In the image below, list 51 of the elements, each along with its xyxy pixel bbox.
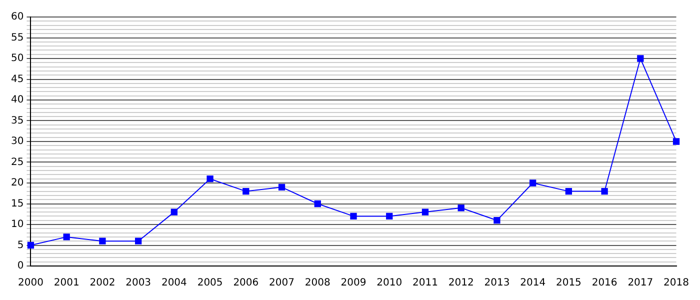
- x-tick-label: 2001: [54, 278, 80, 289]
- y-tick-label: 0: [17, 260, 24, 272]
- y-tick-label: 10: [10, 219, 24, 230]
- x-tick-label: 2016: [592, 278, 618, 289]
- y-tick-label: 5: [17, 240, 24, 251]
- x-tick-label: 2007: [269, 278, 294, 289]
- point: [206, 176, 214, 182]
- x-tick-label: 2012: [448, 278, 474, 289]
- y-tick-label: 20: [10, 178, 24, 189]
- x-tick-label: 2000: [18, 278, 44, 289]
- point: [314, 200, 321, 208]
- x-tick-label: 2018: [664, 278, 689, 289]
- x-tick-label: 2002: [90, 278, 116, 289]
- x-tick-label: 2006: [233, 278, 259, 289]
- point: [637, 55, 644, 62]
- point: [565, 188, 572, 195]
- point: [386, 212, 393, 220]
- x-tick-label: 2015: [556, 278, 582, 289]
- x-tick-label: 2005: [197, 278, 223, 289]
- y-tick-label: 25: [10, 156, 24, 168]
- x-tick-label: 2017: [628, 278, 654, 289]
- x-tick-label: 2014: [520, 278, 546, 289]
- point: [601, 188, 608, 195]
- y-tick-label: 30: [10, 136, 24, 148]
- y-tick-label: 50: [10, 53, 24, 64]
- point: [63, 234, 70, 240]
- x-tick-label: 2011: [412, 278, 438, 289]
- point: [242, 188, 250, 195]
- y-tick-label: 35: [10, 115, 24, 126]
- point: [494, 217, 500, 224]
- x-tick-label: 2004: [161, 278, 187, 289]
- x-tick-label: 2009: [340, 278, 366, 289]
- y-tick-label: 40: [10, 94, 24, 106]
- point: [278, 184, 286, 190]
- point: [672, 138, 680, 145]
- point: [27, 242, 34, 249]
- point: [134, 238, 142, 244]
- point: [458, 204, 464, 212]
- y-tick-label: 55: [10, 32, 24, 44]
- y-tick-label: 60: [10, 12, 24, 23]
- y-tick-label: 15: [10, 198, 24, 210]
- x-tick-label: 2013: [484, 278, 510, 289]
- x-tick-label: 2003: [126, 278, 152, 289]
- point: [170, 208, 178, 216]
- x-tick-label: 2008: [304, 278, 330, 289]
- x-tick-label: 2010: [376, 278, 402, 289]
- y-tick-label: 45: [10, 74, 24, 85]
- point: [350, 212, 357, 220]
- point: [529, 180, 536, 186]
- point: [99, 238, 106, 244]
- point: [422, 208, 429, 216]
